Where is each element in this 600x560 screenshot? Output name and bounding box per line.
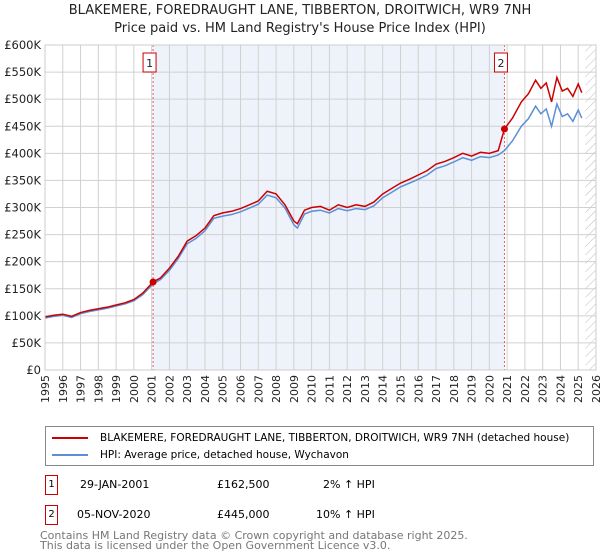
series-line-property [44, 74, 583, 318]
plot-border [44, 44, 597, 371]
chart-title: BLAKEMERE, FOREDRAUGHT LANE, TIBBERTON, … [68, 3, 532, 18]
y-tick-label: £200K [4, 255, 41, 269]
y-tick-label: £350K [4, 173, 41, 187]
x-tick-label: 2020 [483, 375, 496, 403]
marker-badge: 2 [45, 505, 58, 525]
x-tick-label: 2026 [590, 375, 600, 403]
x-tick-label: 2007 [252, 375, 265, 403]
footer: Contains HM Land Registry data © Crown c… [40, 529, 468, 552]
legend-swatch-blue [52, 454, 88, 456]
legend-label: HPI: Average price, detached house, Wych… [100, 449, 349, 461]
x-tick-label: 2009 [288, 375, 301, 403]
y-tick-label: £150K [4, 282, 41, 296]
x-tick-label: 2014 [377, 375, 390, 403]
y-tick-label: £550K [4, 65, 41, 79]
x-tick-label: 2021 [501, 375, 514, 403]
x-tick-label: 2000 [128, 375, 141, 403]
footer-line: Contains HM Land Registry data © Crown c… [40, 529, 468, 542]
x-tick-label: 2022 [519, 375, 532, 403]
y-tick-label: £400K [4, 146, 41, 160]
marker-label: 1 [146, 57, 153, 70]
marker-box [493, 52, 508, 73]
transaction-hpi: 10% ↑ HPI [316, 508, 375, 521]
x-tick-label: 2015 [394, 375, 407, 403]
x-tick-label: 2012 [341, 375, 354, 403]
transaction-row: 1 29-JAN-2001 £162,500 2% ↑ HPI [45, 475, 445, 495]
y-tick-label: £450K [4, 119, 41, 133]
plot-area: 1995 1996 1997 1998 1999 2000 2001 2002 2003 2004… [4, 38, 600, 403]
x-tick-label: 2001 [146, 375, 159, 403]
x-tick-label: 2011 [323, 375, 336, 403]
x-tick-label: 1997 [75, 375, 88, 403]
transaction-hpi: 2% ↑ HPI [323, 478, 375, 491]
x-tick-label: 2003 [181, 375, 194, 403]
x-tick-label: 2013 [359, 375, 372, 403]
y-tick-label: £300K [4, 201, 41, 215]
y-tick-label: £100K [4, 309, 41, 323]
x-tick-label: 2008 [270, 375, 283, 403]
transaction-row: 2 05-NOV-2020 £445,000 10% ↑ HPI [45, 505, 445, 525]
x-tick-label: 2023 [537, 375, 550, 403]
y-tick-label: £50K [12, 336, 42, 350]
x-tick-label: 2005 [217, 375, 230, 403]
x-tick-label: 2004 [199, 375, 212, 403]
x-tick-label: 2024 [554, 375, 567, 403]
transaction-date: 05-NOV-2020 [77, 508, 151, 521]
x-tick-label: 2019 [466, 375, 479, 403]
marker-box [142, 52, 157, 73]
x-tick-label: 2017 [430, 375, 443, 403]
x-tick-label: 1996 [57, 375, 70, 403]
legend-item-property: BLAKEMERE, FOREDRAUGHT LANE, TIBBERTON, … [52, 432, 569, 444]
x-tick-label: 2010 [306, 375, 319, 403]
y-tick-label: £600K [4, 38, 41, 52]
y-tick-label: £0 [26, 363, 41, 377]
legend-swatch-red [52, 437, 88, 439]
transaction-price: £162,500 [217, 478, 270, 491]
sale-point [149, 278, 157, 286]
x-tick-label: 2018 [448, 375, 461, 403]
y-tick-label: £250K [4, 228, 41, 242]
sale-point [500, 125, 508, 133]
transaction-date: 29-JAN-2001 [80, 478, 150, 491]
chart-subtitle: Price paid vs. HM Land Registry's House … [114, 21, 486, 36]
legend-item-hpi: HPI: Average price, detached house, Wych… [52, 449, 349, 461]
x-tick-label: 2006 [235, 375, 248, 403]
x-tick-label: 2025 [572, 375, 585, 403]
x-tick-label: 1995 [39, 375, 52, 403]
legend-label: BLAKEMERE, FOREDRAUGHT LANE, TIBBERTON, … [100, 432, 570, 444]
transaction-price: £445,000 [217, 508, 270, 521]
x-tick-label: 2016 [412, 375, 425, 403]
x-tick-label: 2002 [163, 375, 176, 403]
x-tick-label: 1999 [110, 375, 123, 403]
series-line-hpi [44, 101, 583, 319]
legend: BLAKEMERE, FOREDRAUGHT LANE, TIBBERTON, … [45, 426, 594, 466]
x-tick-label: 1998 [92, 375, 105, 403]
marker-label: 2 [497, 57, 504, 70]
y-tick-label: £500K [4, 92, 41, 106]
footer-line: This data is licensed under the Open Gov… [40, 539, 391, 552]
marker-badge: 1 [45, 475, 58, 495]
